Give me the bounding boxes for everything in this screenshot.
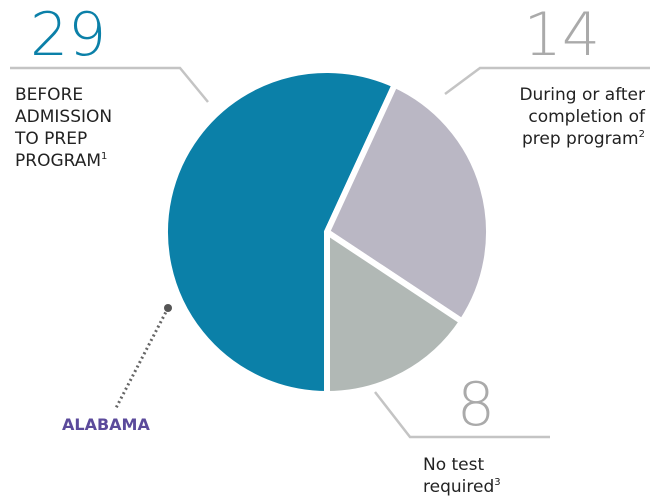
label-line: TO PREP bbox=[14, 129, 87, 149]
category-label: During or after completion of prep program… bbox=[519, 85, 646, 149]
pie-slice bbox=[324, 81, 492, 325]
category-label: BEFORE ADMISSION TO PREP PROGRAM1 bbox=[14, 85, 112, 171]
value-label: 8 bbox=[457, 370, 495, 440]
footnote: 2 bbox=[639, 129, 645, 140]
annotation: ALABAMA bbox=[62, 415, 150, 434]
value-label: 29 bbox=[30, 0, 106, 70]
label-line: PROGRAM bbox=[15, 151, 101, 171]
footnote: 3 bbox=[494, 477, 500, 488]
category-label: No test required3 bbox=[423, 455, 501, 497]
leader-line bbox=[444, 66, 650, 96]
label-line: BEFORE bbox=[15, 85, 83, 105]
label-line: prep program bbox=[522, 129, 639, 149]
annotation-dot bbox=[164, 304, 172, 312]
annotation-line bbox=[114, 307, 170, 409]
label-line: completion of bbox=[528, 107, 646, 127]
leader-line bbox=[10, 66, 209, 103]
pie-slice bbox=[324, 229, 466, 397]
label-line: No test bbox=[423, 455, 485, 475]
pie-slice bbox=[162, 67, 398, 397]
footnote: 1 bbox=[101, 151, 107, 162]
label-line: During or after bbox=[519, 85, 645, 105]
value-label: 14 bbox=[524, 0, 600, 70]
label-line: required bbox=[423, 477, 494, 497]
label-line: ADMISSION bbox=[15, 107, 112, 127]
leader-line bbox=[374, 391, 550, 439]
